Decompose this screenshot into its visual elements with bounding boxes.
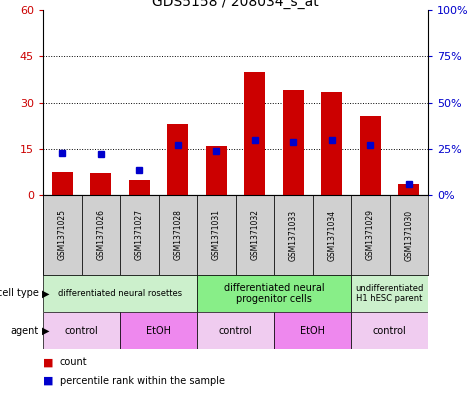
Text: agent: agent bbox=[11, 325, 39, 336]
Bar bbox=[244, 72, 266, 195]
Bar bbox=[390, 195, 428, 275]
Bar bbox=[167, 124, 189, 195]
Bar bbox=[274, 312, 351, 349]
Text: GSM1371032: GSM1371032 bbox=[250, 209, 259, 261]
Text: ■: ■ bbox=[43, 375, 54, 386]
Text: control: control bbox=[65, 325, 98, 336]
Bar bbox=[197, 312, 274, 349]
Text: undifferentiated
H1 hESC parent: undifferentiated H1 hESC parent bbox=[355, 284, 424, 303]
Bar bbox=[90, 173, 111, 195]
Bar bbox=[197, 195, 236, 275]
Bar bbox=[197, 275, 351, 312]
Text: control: control bbox=[372, 325, 407, 336]
Text: GSM1371025: GSM1371025 bbox=[58, 209, 67, 261]
Bar bbox=[120, 312, 197, 349]
Text: ■: ■ bbox=[43, 358, 54, 367]
Bar bbox=[274, 195, 313, 275]
Title: GDS5158 / 208034_s_at: GDS5158 / 208034_s_at bbox=[152, 0, 319, 9]
Text: GSM1371028: GSM1371028 bbox=[173, 209, 182, 261]
Text: differentiated neural rosettes: differentiated neural rosettes bbox=[58, 289, 182, 298]
Text: GSM1371031: GSM1371031 bbox=[212, 209, 221, 261]
Bar bbox=[351, 312, 428, 349]
Bar bbox=[360, 116, 381, 195]
Text: GSM1371033: GSM1371033 bbox=[289, 209, 298, 261]
Bar bbox=[206, 146, 227, 195]
Text: differentiated neural
progenitor cells: differentiated neural progenitor cells bbox=[224, 283, 324, 304]
Bar bbox=[283, 90, 304, 195]
Bar bbox=[43, 275, 197, 312]
Text: EtOH: EtOH bbox=[146, 325, 171, 336]
Bar bbox=[321, 92, 342, 195]
Bar bbox=[120, 195, 159, 275]
Text: EtOH: EtOH bbox=[300, 325, 325, 336]
Bar bbox=[52, 172, 73, 195]
Bar bbox=[43, 195, 82, 275]
Text: control: control bbox=[218, 325, 252, 336]
Bar bbox=[313, 195, 351, 275]
Text: GSM1371030: GSM1371030 bbox=[404, 209, 413, 261]
Bar bbox=[351, 275, 428, 312]
Bar bbox=[236, 195, 274, 275]
Bar bbox=[82, 195, 120, 275]
Text: GSM1371029: GSM1371029 bbox=[366, 209, 375, 261]
Text: ▶: ▶ bbox=[42, 325, 49, 336]
Text: GSM1371034: GSM1371034 bbox=[327, 209, 336, 261]
Bar bbox=[43, 312, 120, 349]
Text: count: count bbox=[60, 358, 87, 367]
Text: ▶: ▶ bbox=[42, 288, 49, 299]
Bar bbox=[398, 184, 419, 195]
Bar bbox=[351, 195, 389, 275]
Bar bbox=[159, 195, 197, 275]
Text: GSM1371026: GSM1371026 bbox=[96, 209, 105, 261]
Bar bbox=[129, 180, 150, 195]
Text: GSM1371027: GSM1371027 bbox=[135, 209, 144, 261]
Text: cell type: cell type bbox=[0, 288, 39, 299]
Text: percentile rank within the sample: percentile rank within the sample bbox=[60, 375, 225, 386]
